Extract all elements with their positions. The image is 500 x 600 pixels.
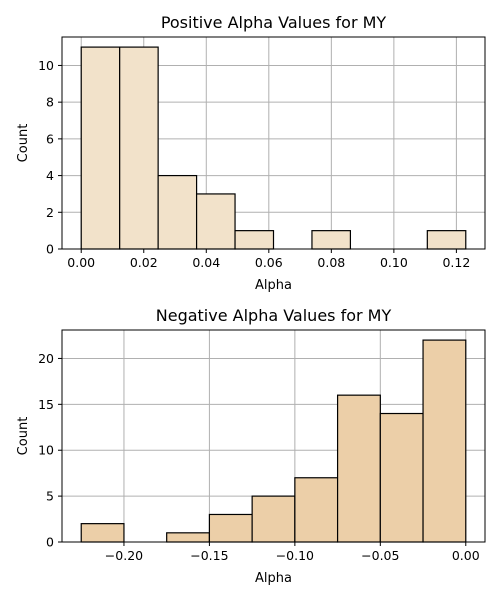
neg-x-axis-label: Alpha bbox=[255, 571, 292, 586]
pos-y-tick-label: 8 bbox=[46, 95, 54, 110]
neg-histogram-bar bbox=[336, 394, 381, 543]
pos-y-axis-label: Count bbox=[16, 124, 31, 163]
pos-histogram-bar bbox=[157, 174, 198, 250]
pos-histogram-bar bbox=[119, 46, 159, 250]
pos-plot-frame bbox=[61, 36, 486, 250]
neg-y-tick-label: 0 bbox=[46, 535, 54, 550]
neg-chart-title: Negative Alpha Values for MY bbox=[156, 306, 392, 325]
pos-chart-title: Positive Alpha Values for MY bbox=[161, 13, 387, 32]
pos-x-tick-label: 0.04 bbox=[192, 255, 220, 270]
neg-y-tick-label: 15 bbox=[38, 397, 54, 412]
neg-histogram-bar bbox=[422, 339, 467, 543]
neg-plot-frame bbox=[61, 329, 486, 543]
pos-x-tick-label: 0.06 bbox=[255, 255, 283, 270]
negative-alpha-histogram: −0.20 −0.15 −0.10 −0.05 0.00 0 5 10 15 20 Negative… bbox=[16, 306, 486, 586]
neg-histogram-bar bbox=[80, 523, 125, 543]
neg-histogram-bar bbox=[379, 412, 424, 543]
pos-y-tick-label: 4 bbox=[46, 168, 54, 183]
pos-x-tick-label: 0.00 bbox=[67, 255, 95, 270]
pos-histogram-bar bbox=[80, 46, 121, 250]
pos-x-tick-label: 0.08 bbox=[317, 255, 345, 270]
pos-y-tick-label: 2 bbox=[46, 205, 54, 220]
pos-x-tick-label: 0.02 bbox=[130, 255, 158, 270]
neg-x-tick-label: −0.10 bbox=[276, 548, 314, 563]
pos-y-tick-label: 0 bbox=[46, 242, 54, 257]
neg-histogram-bar bbox=[251, 495, 296, 543]
pos-x-axis-label: Alpha bbox=[255, 278, 292, 293]
neg-histogram-bar bbox=[208, 513, 253, 543]
neg-histogram-bar bbox=[166, 532, 211, 543]
pos-y-tick-label: 6 bbox=[46, 131, 54, 146]
neg-y-axis-label: Count bbox=[16, 417, 31, 456]
neg-y-tick-label: 5 bbox=[46, 489, 54, 504]
neg-histogram-bar bbox=[294, 477, 339, 543]
neg-x-tick-label: −0.05 bbox=[361, 548, 399, 563]
neg-y-tick-label: 10 bbox=[38, 443, 54, 458]
neg-x-tick-label: −0.15 bbox=[190, 548, 228, 563]
pos-histogram-bar bbox=[426, 230, 467, 250]
pos-histogram-bar bbox=[311, 230, 352, 250]
pos-histogram-bar bbox=[195, 193, 236, 250]
pos-y-tick-label: 10 bbox=[38, 58, 54, 73]
pos-x-tick-label: 0.10 bbox=[380, 255, 408, 270]
pos-x-tick-label: 0.12 bbox=[442, 255, 470, 270]
pos-histogram-bar bbox=[234, 230, 275, 250]
neg-x-tick-label: −0.20 bbox=[105, 548, 143, 563]
positive-alpha-histogram: 0.00 0.02 0.04 0.06 0.08 0.10 0.12 0 2 4 6 8 10 Posit… bbox=[16, 13, 486, 293]
neg-y-tick-label: 20 bbox=[38, 351, 54, 366]
neg-x-tick-label: 0.00 bbox=[452, 548, 480, 563]
